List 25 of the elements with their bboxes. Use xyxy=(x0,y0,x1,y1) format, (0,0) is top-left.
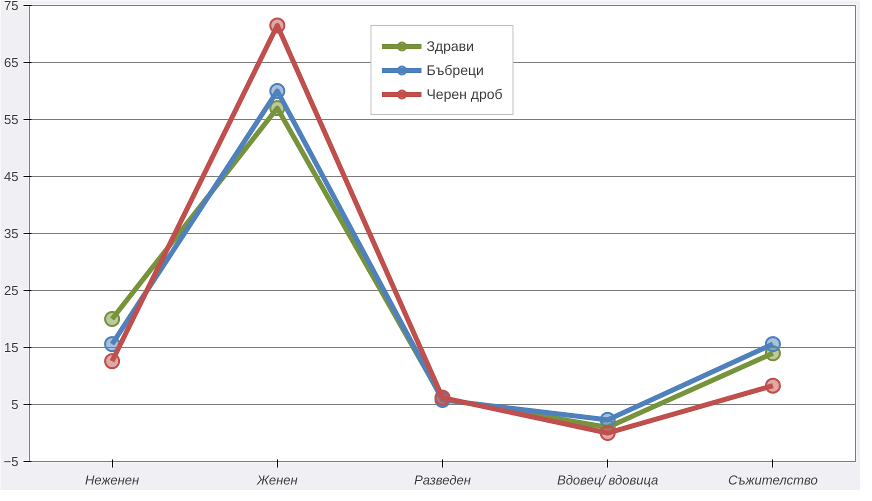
x-tick-label: Вдовец/ вдовица xyxy=(557,472,658,488)
point xyxy=(104,311,120,327)
x-tick-label: Женен xyxy=(256,472,298,488)
point xyxy=(764,378,781,394)
legend-label: Здрави xyxy=(426,38,474,54)
y-tick-label: 25 xyxy=(4,283,19,298)
point xyxy=(600,425,616,441)
legend-label: Черен дроб xyxy=(426,86,503,102)
y-tick-label: 15 xyxy=(4,340,19,355)
x-tick-label: Съжителство xyxy=(728,472,818,488)
point xyxy=(764,336,781,352)
point xyxy=(600,412,616,428)
point xyxy=(269,83,286,99)
point xyxy=(269,17,286,34)
y-tick-label: 35 xyxy=(4,226,19,241)
y-tick-label: −5 xyxy=(4,454,19,469)
legend-label: Бъбреци xyxy=(426,62,484,78)
y-tick-label: 45 xyxy=(4,169,19,184)
x-tick-label: Разведен xyxy=(414,472,471,488)
point xyxy=(104,353,120,370)
y-tick-label: 55 xyxy=(4,112,19,127)
y-tick-label: 65 xyxy=(4,55,19,70)
y-tick-label: 5 xyxy=(11,397,19,412)
y-tick-label: 75 xyxy=(4,0,19,13)
x-tick-label: Неженен xyxy=(85,472,140,488)
